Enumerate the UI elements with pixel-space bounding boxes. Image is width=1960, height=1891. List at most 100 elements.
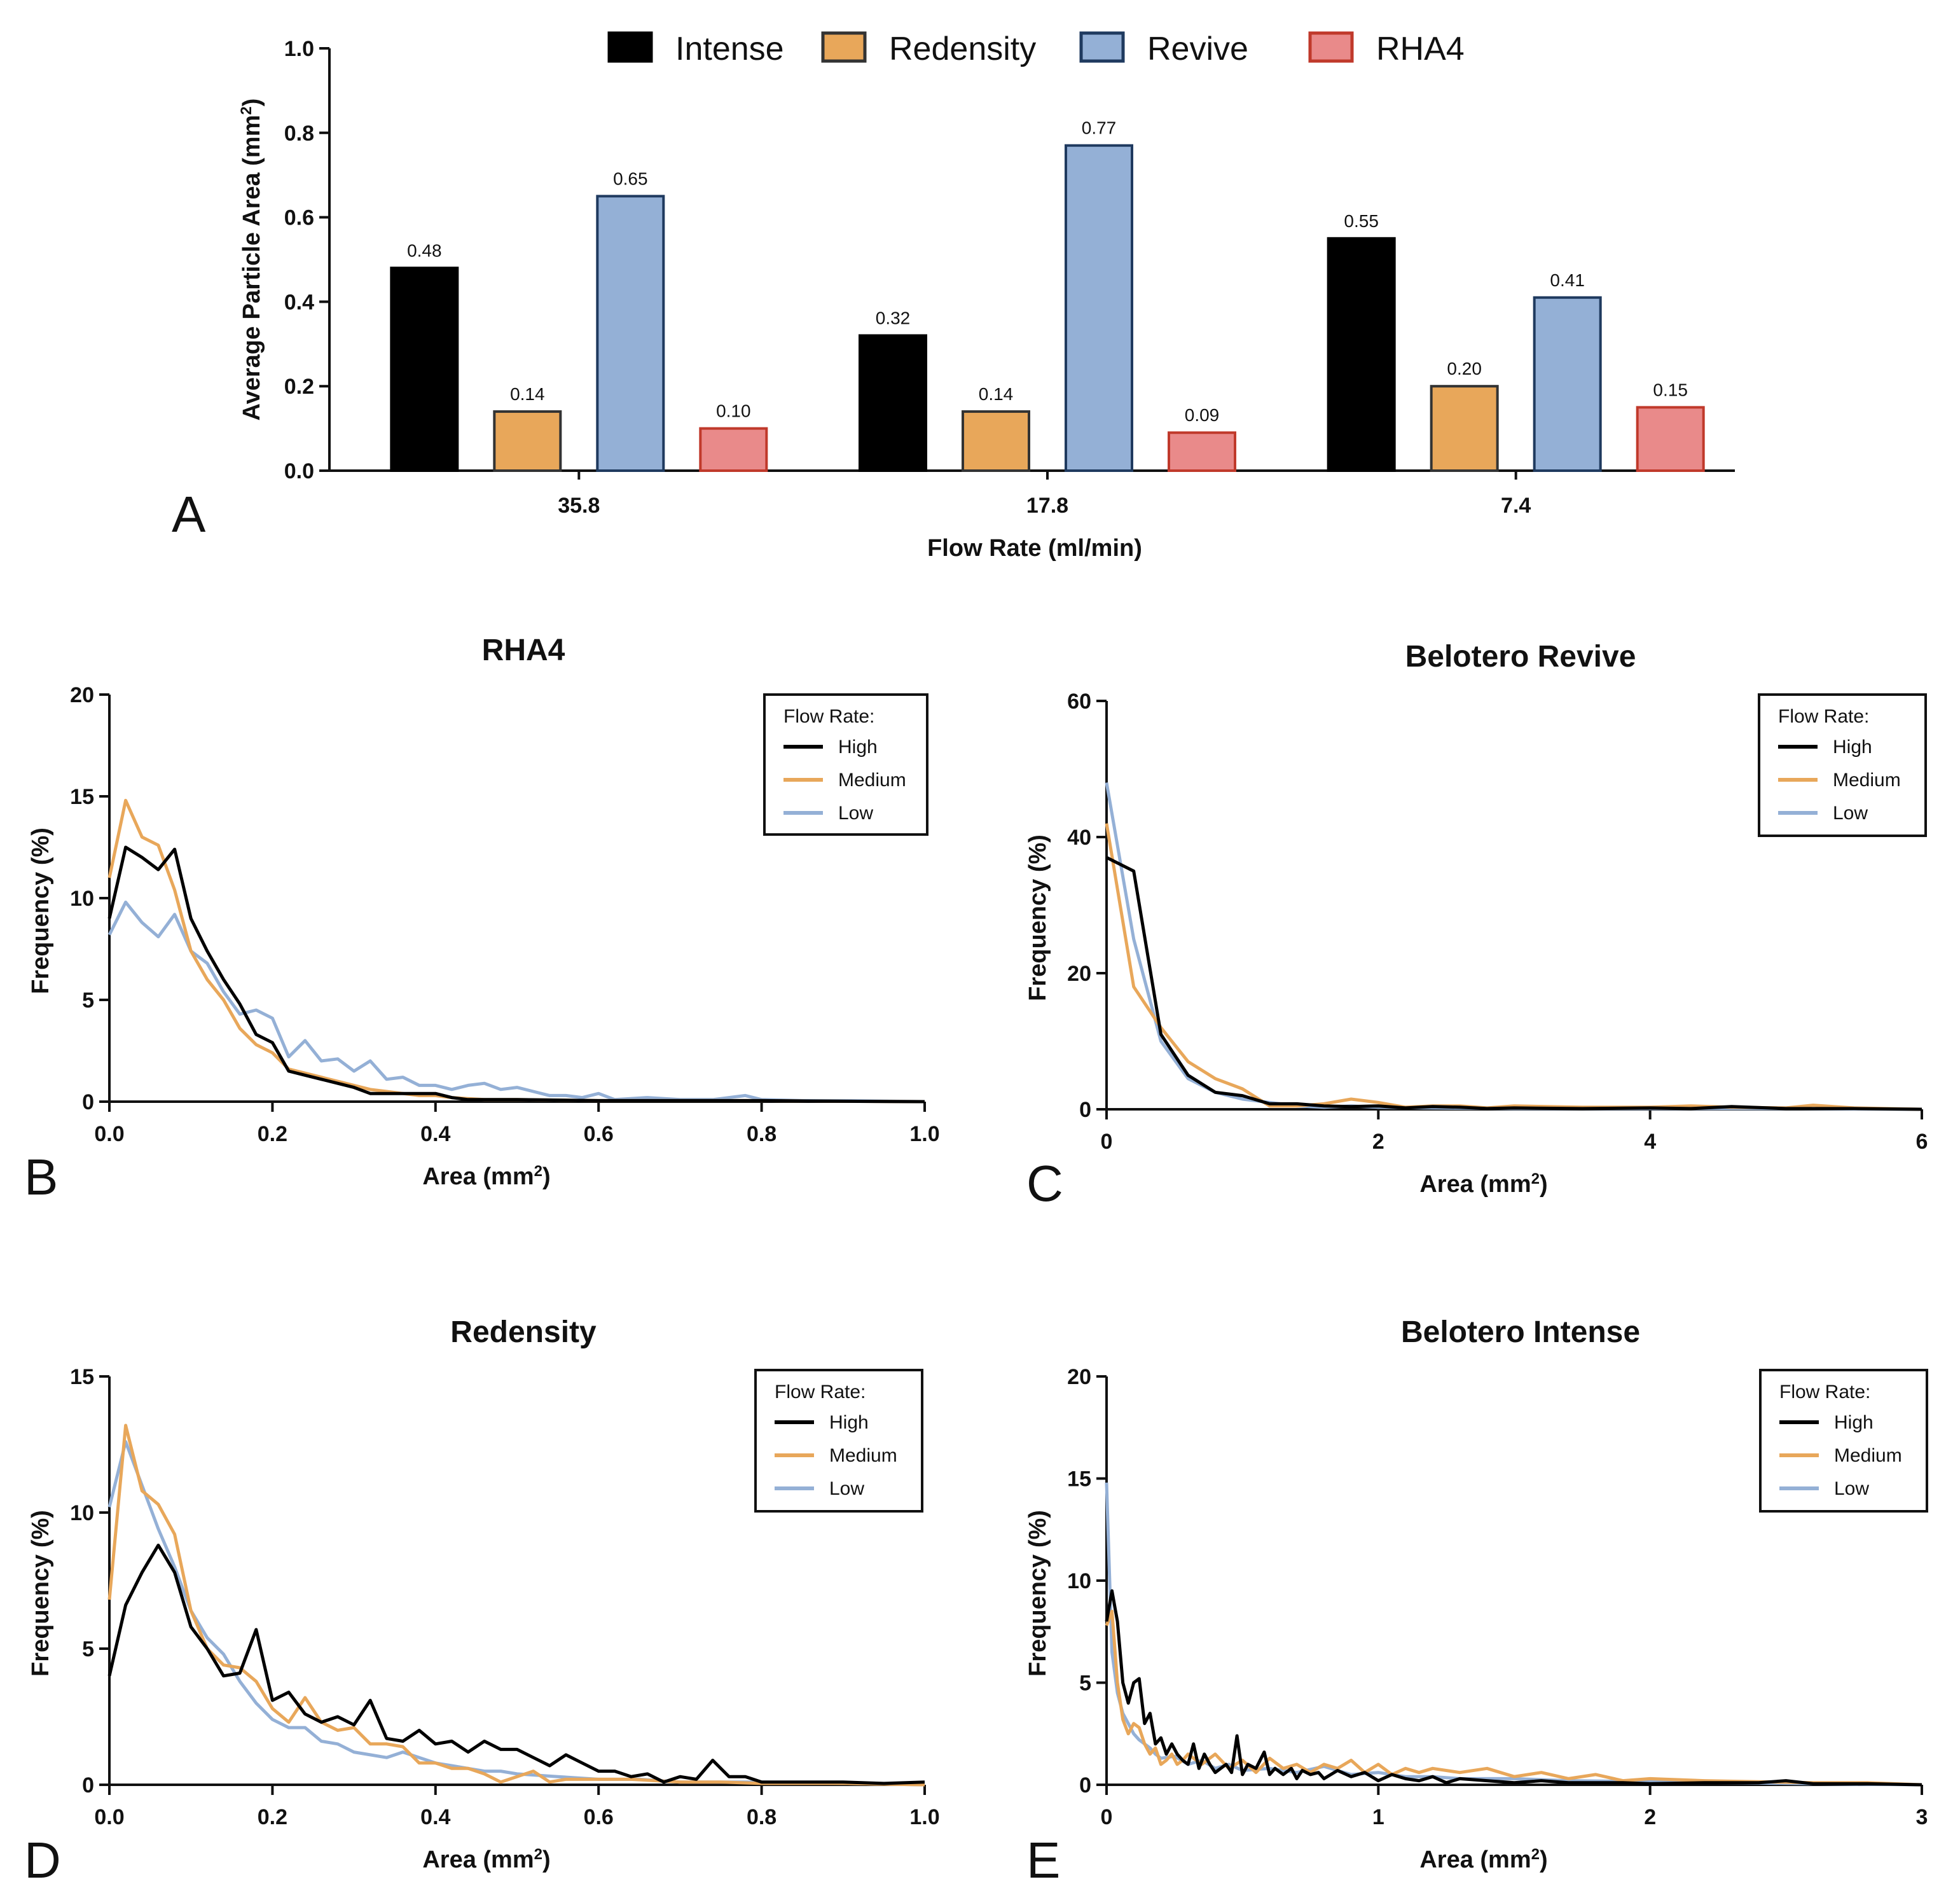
e-y-tick-label: 20 — [1067, 1365, 1091, 1389]
panel-letter-a: A — [172, 486, 206, 543]
e-series-line-medium — [1105, 1609, 1922, 1787]
e-series-line-high — [1105, 1589, 1922, 1787]
a-bar-redensity-17.8 — [962, 410, 1030, 472]
a-bar-rha4-7.4 — [1636, 406, 1705, 473]
b-legend-label-high: High — [838, 737, 878, 758]
panel-b-rha4-chart: RHA4 0 5 10 15 20 0.0 0.2 0.4 0.6 0.8 1.0 Area (mm2)… — [24, 634, 940, 1205]
a-bar-redensity-7.4 — [1430, 385, 1499, 473]
d-chart-title: Redensity — [450, 1315, 597, 1349]
c-legend-label-medium: Medium — [1833, 770, 1901, 791]
panel-d-redensity-chart: Redensity 0 5 10 15 0.0 0.2 0.4 0.6 0.8 1.0 Area (m… — [24, 1315, 940, 1888]
b-x-tick-label: 0.6 — [584, 1122, 614, 1146]
d-x-axis-title: Area (mm2) — [422, 1846, 550, 1874]
e-chart-title: Belotero Intense — [1401, 1315, 1640, 1349]
panel-c-belotero-revive-chart: Belotero Revive 0 20 40 60 0 2 4 6 Area (mm2) Freq… — [1025, 640, 1928, 1212]
e-series-line-low — [1105, 1482, 1922, 1787]
a-legend-label-intense: Intense — [675, 31, 784, 67]
c-x-tick-label: 6 — [1916, 1130, 1928, 1154]
b-x-tick-label: 0.8 — [747, 1122, 776, 1146]
e-y-axis-title: Frequency (%) — [1025, 1510, 1051, 1677]
a-bar-rha4-35.8 — [699, 427, 768, 472]
b-x-tick-label: 0.4 — [420, 1122, 450, 1146]
b-series-line-medium — [107, 798, 925, 1104]
e-x-tick-label: 0 — [1101, 1805, 1113, 1829]
a-y-axis-title: Average Particle Area (mm2) — [238, 99, 266, 421]
e-x-tick-label: 3 — [1916, 1805, 1928, 1829]
a-bar-intense-17.8 — [859, 334, 927, 473]
a-bar-data-label: 0.20 — [1447, 359, 1482, 378]
a-y-tick-label: 0.2 — [284, 375, 314, 399]
b-y-tick-label: 15 — [70, 785, 94, 809]
a-bar-data-label: 0.55 — [1344, 211, 1379, 231]
d-series-line-high — [107, 1543, 925, 1785]
c-series-line-high — [1105, 855, 1922, 1111]
a-bar-revive-35.8 — [596, 195, 665, 472]
a-x-tick-label: 35.8 — [558, 494, 600, 518]
c-chart-title: Belotero Revive — [1405, 640, 1636, 674]
e-x-axis-title: Area (mm2) — [1419, 1846, 1547, 1874]
b-y-tick-label: 10 — [70, 887, 94, 911]
a-y-tick-label: 0.4 — [284, 290, 314, 314]
c-x-tick-label: 0 — [1101, 1130, 1113, 1154]
a-x-axis-title: Flow Rate (ml/min) — [927, 535, 1142, 562]
c-x-axis-title: Area (mm2) — [1419, 1170, 1547, 1198]
d-legend-label-low: Low — [829, 1478, 864, 1499]
e-y-tick-label: 0 — [1079, 1773, 1091, 1797]
e-y-tick-label: 5 — [1079, 1672, 1091, 1696]
c-legend-title: Flow Rate: — [1778, 706, 1869, 727]
c-y-axis-title: Frequency (%) — [1025, 835, 1051, 1001]
d-y-tick-label: 15 — [70, 1365, 94, 1389]
b-y-tick-label: 20 — [70, 683, 94, 707]
a-bar-intense-35.8 — [390, 267, 459, 472]
b-y-axis-title: Frequency (%) — [27, 828, 54, 994]
a-legend-label-revive: Revive — [1147, 31, 1248, 67]
a-bar-data-label: 0.48 — [407, 240, 442, 260]
e-legend-label-high: High — [1834, 1412, 1874, 1433]
d-y-tick-label: 0 — [82, 1773, 94, 1797]
d-x-tick-label: 0.2 — [258, 1805, 287, 1829]
d-y-axis-title: Frequency (%) — [27, 1510, 54, 1677]
a-legend-swatch-redensity — [821, 31, 867, 63]
panel-letter-e: E — [1026, 1832, 1060, 1888]
a-legend-swatch-revive — [1079, 31, 1125, 63]
a-bar-data-label: 0.77 — [1082, 118, 1117, 138]
b-x-tick-label: 1.0 — [909, 1122, 939, 1146]
a-y-tick-label: 1.0 — [284, 37, 314, 61]
b-legend-label-low: Low — [838, 803, 873, 824]
b-legend-title: Flow Rate: — [783, 706, 874, 727]
b-chart-title: RHA4 — [482, 634, 565, 667]
a-bar-data-label: 0.10 — [716, 401, 751, 421]
d-legend-label-high: High — [829, 1412, 869, 1433]
panel-letter-c: C — [1026, 1155, 1063, 1212]
e-x-tick-label: 1 — [1372, 1805, 1384, 1829]
a-bar-data-label: 0.09 — [1185, 405, 1220, 425]
c-y-tick-label: 20 — [1067, 962, 1091, 986]
a-y-tick-label: 0.8 — [284, 121, 314, 146]
e-y-tick-label: 10 — [1067, 1569, 1091, 1593]
d-x-tick-label: 0.4 — [420, 1805, 450, 1829]
a-bar-data-label: 0.41 — [1550, 270, 1585, 290]
d-x-tick-label: 0.6 — [584, 1805, 614, 1829]
d-legend-title: Flow Rate: — [775, 1382, 866, 1403]
b-x-tick-label: 0.0 — [94, 1122, 124, 1146]
c-x-tick-label: 2 — [1372, 1130, 1384, 1154]
c-series-line-medium — [1105, 823, 1922, 1111]
d-series-line-medium — [107, 1423, 925, 1787]
panel-letter-b: B — [24, 1149, 58, 1205]
a-bar-data-label: 0.14 — [510, 384, 545, 404]
a-bar-rha4-17.8 — [1168, 431, 1236, 472]
a-y-tick-label: 0.0 — [284, 459, 314, 483]
d-legend-label-medium: Medium — [829, 1445, 897, 1466]
a-bar-revive-7.4 — [1533, 296, 1602, 472]
c-y-tick-label: 40 — [1067, 826, 1091, 850]
e-legend-label-medium: Medium — [1834, 1445, 1902, 1466]
c-legend-label-high: High — [1833, 737, 1872, 758]
b-series-line-high — [107, 845, 925, 1104]
d-x-tick-label: 0.8 — [747, 1805, 776, 1829]
b-y-tick-label: 5 — [82, 988, 94, 1013]
a-y-tick-label: 0.6 — [284, 206, 314, 230]
d-y-tick-label: 10 — [70, 1501, 94, 1525]
e-x-tick-label: 2 — [1644, 1805, 1656, 1829]
a-x-tick-label: 7.4 — [1501, 494, 1531, 518]
